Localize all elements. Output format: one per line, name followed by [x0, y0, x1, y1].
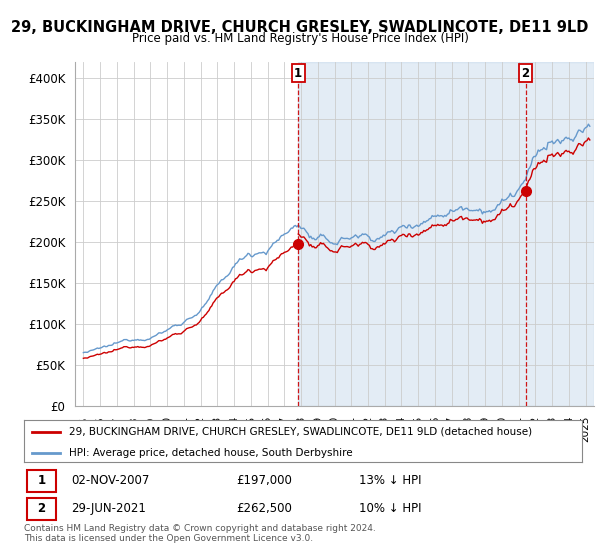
Text: 29, BUCKINGHAM DRIVE, CHURCH GRESLEY, SWADLINCOTE, DE11 9LD (detached house): 29, BUCKINGHAM DRIVE, CHURCH GRESLEY, SW… — [68, 427, 532, 437]
FancyBboxPatch shape — [27, 470, 56, 492]
Text: 29-JUN-2021: 29-JUN-2021 — [71, 502, 146, 515]
Text: Contains HM Land Registry data © Crown copyright and database right 2024.
This d: Contains HM Land Registry data © Crown c… — [24, 524, 376, 543]
Text: 10% ↓ HPI: 10% ↓ HPI — [359, 502, 421, 515]
Text: HPI: Average price, detached house, South Derbyshire: HPI: Average price, detached house, Sout… — [68, 448, 352, 458]
Bar — [298, 62, 594, 406]
FancyBboxPatch shape — [27, 498, 56, 520]
Text: £197,000: £197,000 — [236, 474, 292, 487]
Text: 1: 1 — [37, 474, 46, 487]
Text: £262,500: £262,500 — [236, 502, 292, 515]
Text: 02-NOV-2007: 02-NOV-2007 — [71, 474, 150, 487]
Text: 29, BUCKINGHAM DRIVE, CHURCH GRESLEY, SWADLINCOTE, DE11 9LD: 29, BUCKINGHAM DRIVE, CHURCH GRESLEY, SW… — [11, 20, 589, 35]
Text: 2: 2 — [37, 502, 46, 515]
Text: 2: 2 — [521, 67, 530, 80]
Text: 1: 1 — [294, 67, 302, 80]
Text: 13% ↓ HPI: 13% ↓ HPI — [359, 474, 421, 487]
Text: Price paid vs. HM Land Registry's House Price Index (HPI): Price paid vs. HM Land Registry's House … — [131, 32, 469, 45]
